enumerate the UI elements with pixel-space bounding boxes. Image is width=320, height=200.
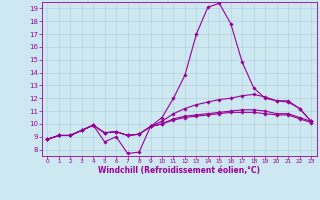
X-axis label: Windchill (Refroidissement éolien,°C): Windchill (Refroidissement éolien,°C) [98, 166, 260, 175]
